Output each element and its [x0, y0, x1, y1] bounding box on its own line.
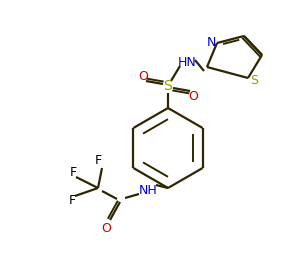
Text: S: S	[250, 74, 258, 87]
Text: F: F	[95, 154, 102, 168]
Text: NH: NH	[139, 183, 157, 197]
Text: N: N	[206, 36, 216, 50]
Text: O: O	[101, 222, 111, 234]
Text: S: S	[164, 79, 172, 93]
Text: O: O	[138, 69, 148, 82]
Text: F: F	[69, 167, 76, 179]
Text: HN: HN	[177, 56, 196, 69]
Text: O: O	[188, 90, 198, 104]
Text: F: F	[69, 194, 76, 207]
